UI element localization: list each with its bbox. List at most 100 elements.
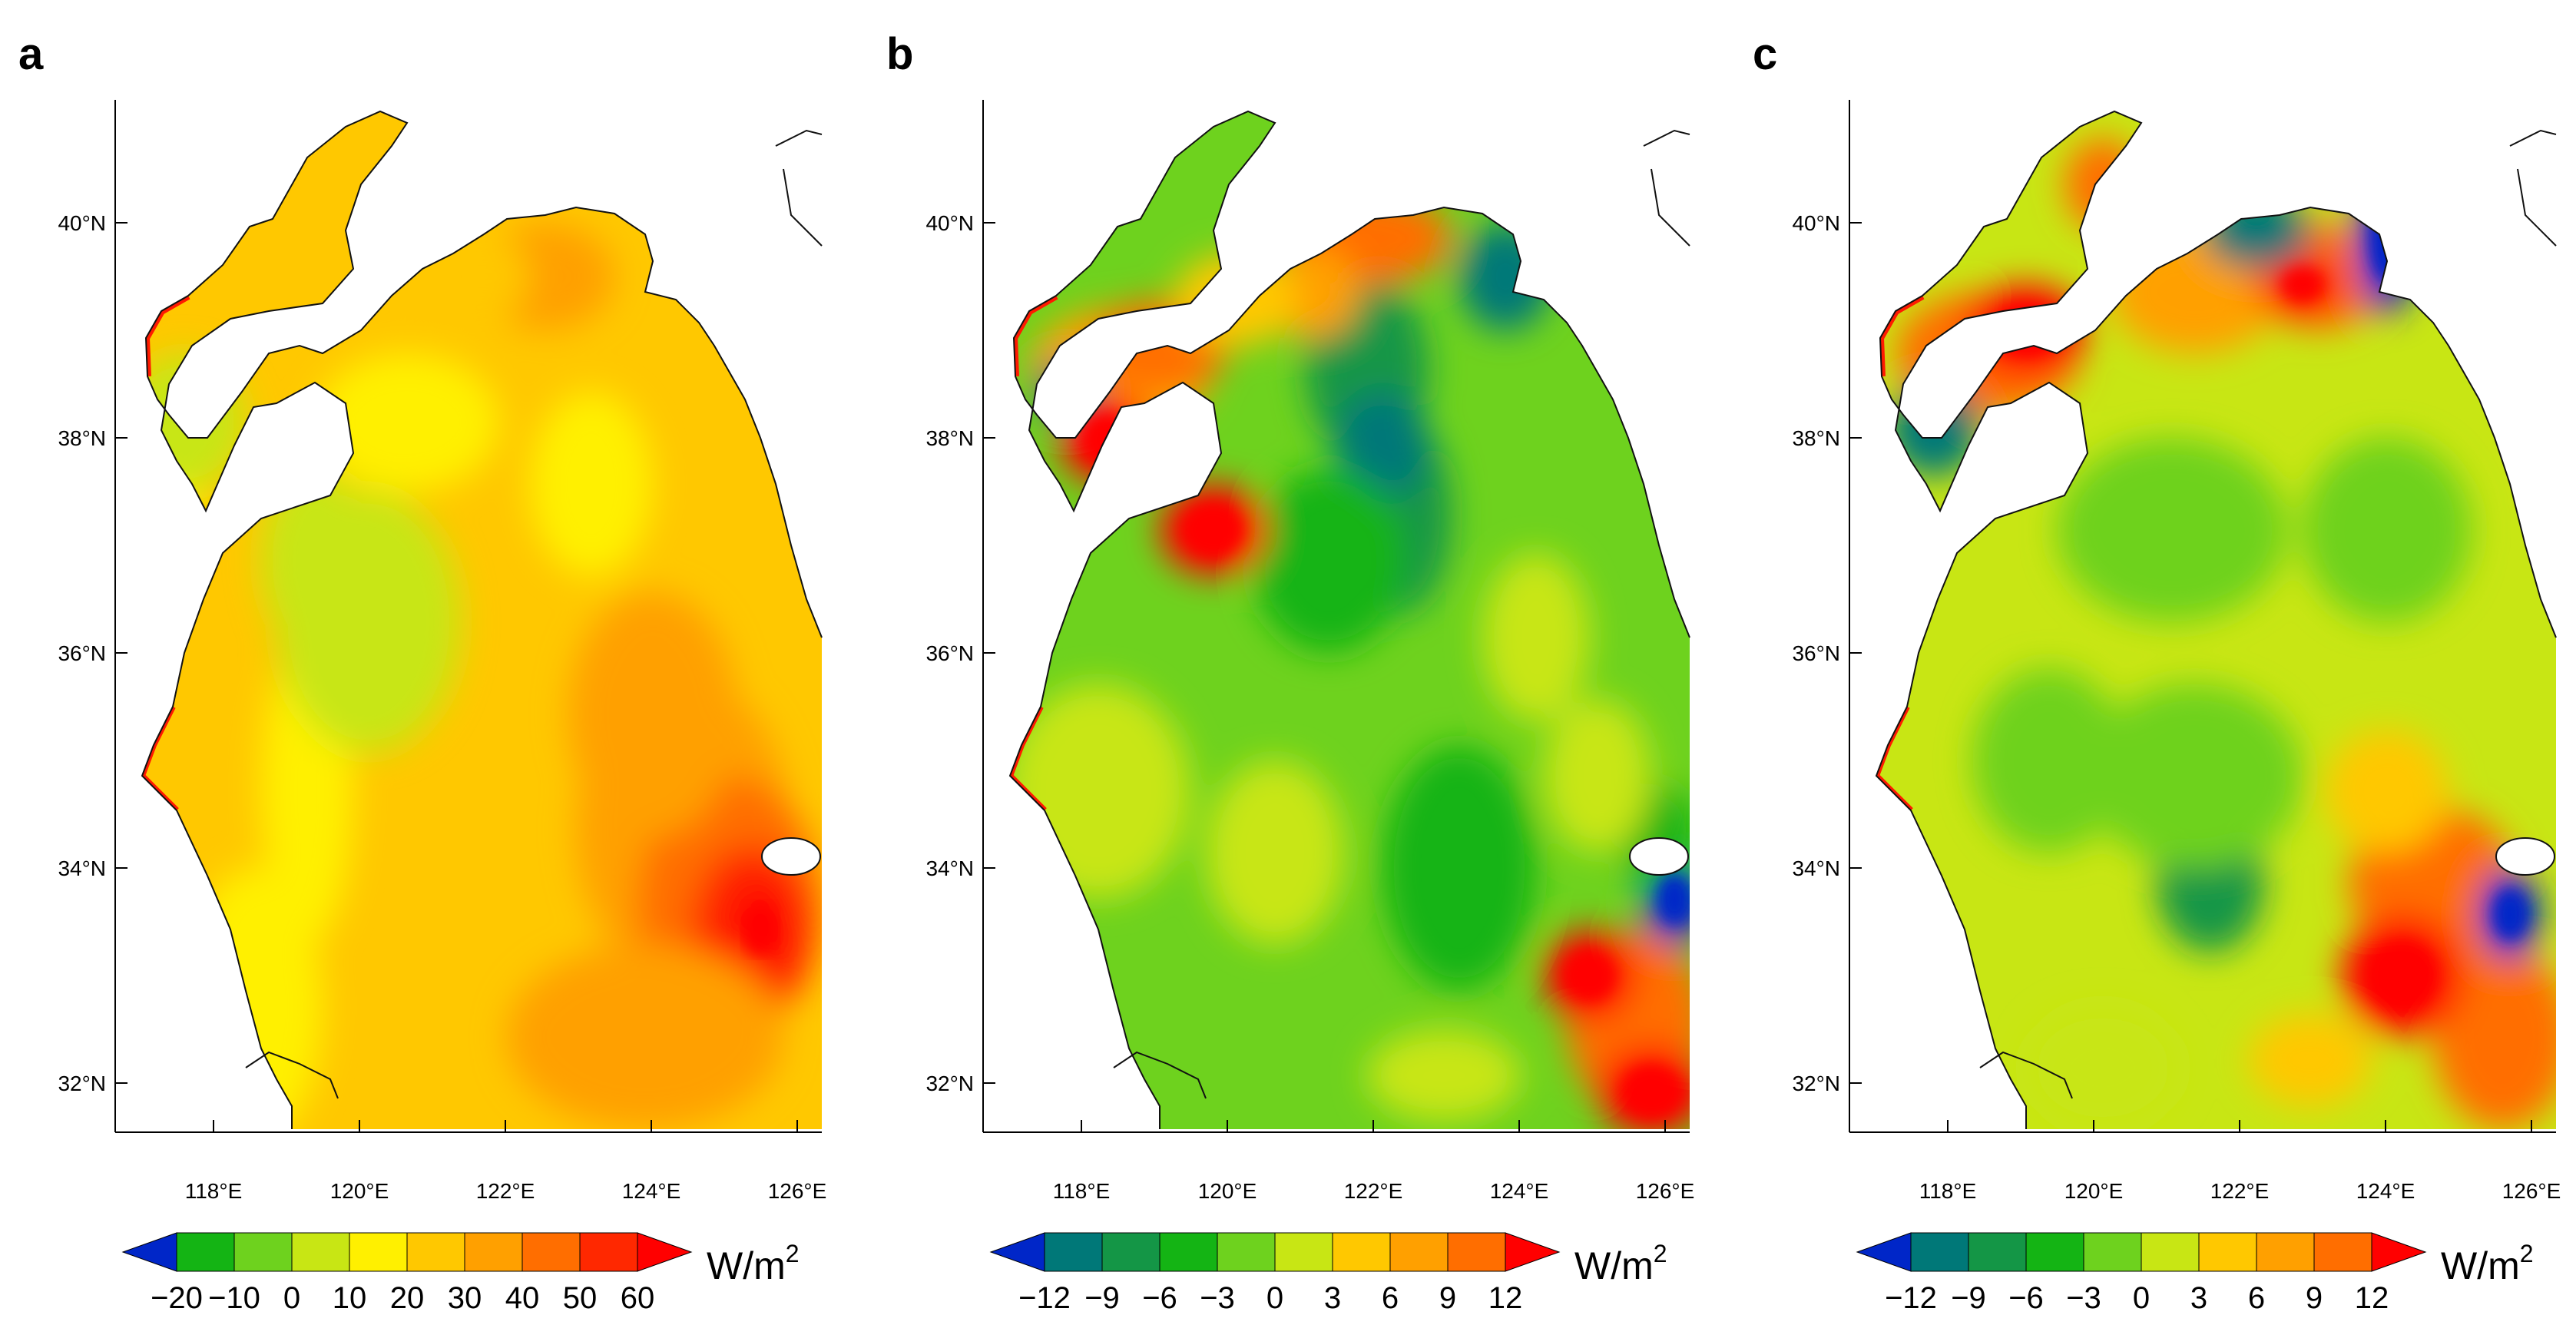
colorbar-label: 50: [563, 1281, 598, 1315]
colorbar-label: 9: [2306, 1281, 2323, 1315]
colorbar-bin: [2256, 1232, 2315, 1272]
lon-tick-label: 122°E: [476, 1179, 535, 1203]
colorbar-max-arrow: [2371, 1232, 2427, 1272]
lon-tick-label: 122°E: [2210, 1179, 2270, 1203]
colorbar-bin: [291, 1232, 350, 1272]
colorbar-label: −6: [1142, 1281, 1177, 1315]
colorbar-max-arrow: [637, 1232, 693, 1272]
colorbar-bin: [2313, 1232, 2372, 1272]
lon-tick-label: 124°E: [1490, 1179, 1549, 1203]
lon-tick-label: 122°E: [1344, 1179, 1403, 1203]
lon-tick-label: 120°E: [330, 1179, 389, 1203]
lon-tick-label: 124°E: [2356, 1179, 2415, 1203]
colorbar-bin: [1044, 1232, 1103, 1272]
colorbar-label: −10: [208, 1281, 260, 1315]
colorbar-bin: [1274, 1232, 1333, 1272]
field-map: [1875, 110, 2557, 1129]
colorbar-min-arrow: [989, 1232, 1045, 1272]
coastline: [1875, 110, 2557, 1129]
colorbar-bin: [1389, 1232, 1449, 1272]
colorbar-label: 10: [333, 1281, 367, 1315]
colorbar-bin: [176, 1232, 235, 1272]
colorbar-label: 60: [621, 1281, 655, 1315]
coastline: [141, 110, 823, 1129]
lat-tick-label: 36°N: [1792, 641, 1840, 665]
colorbar-bin: [1332, 1232, 1391, 1272]
lon-tick-label: 126°E: [768, 1179, 827, 1203]
lat-tick-label: 32°N: [925, 1072, 974, 1095]
panel-letter: c: [1753, 29, 1777, 79]
lon-tick-label: 126°E: [2502, 1179, 2561, 1203]
colorbar-label: −20: [151, 1281, 203, 1315]
colorbar-label: −12: [1885, 1281, 1937, 1315]
lon-tick-label: 118°E: [1919, 1179, 1977, 1203]
lat-tick-label: 36°N: [58, 641, 106, 665]
lon-tick-label: 120°E: [2064, 1179, 2124, 1203]
lat-tick-label: 40°N: [925, 211, 974, 235]
lat-tick-label: 34°N: [925, 856, 974, 880]
lat-tick-label: 32°N: [1792, 1072, 1840, 1095]
colorbar-bin: [2025, 1232, 2084, 1272]
field-map: [1008, 110, 1690, 1129]
unit-label: W/m2: [2441, 1240, 2534, 1287]
colorbar-bin: [464, 1232, 523, 1272]
lat-tick-label: 34°N: [58, 856, 106, 880]
colorbar-label: −6: [2008, 1281, 2044, 1315]
colorbar-label: 12: [1488, 1281, 1523, 1315]
colorbar-bin: [2141, 1232, 2200, 1272]
colorbar-label: 3: [2190, 1281, 2207, 1315]
colorbar-label: −12: [1018, 1281, 1071, 1315]
lat-tick-label: 38°N: [925, 426, 974, 450]
lon-tick-label: 124°E: [622, 1179, 681, 1203]
colorbar: −12 −9 −6 −3 0 3 6 9 12 W/m2: [989, 1232, 1667, 1315]
colorbar-label: 30: [448, 1281, 482, 1315]
lat-tick-label: 38°N: [1792, 426, 1840, 450]
colorbar-bin: [349, 1232, 408, 1272]
colorbar-bin: [2083, 1232, 2142, 1272]
lat-tick-label: 36°N: [925, 641, 974, 665]
unit-label: W/m2: [1574, 1240, 1667, 1287]
colorbar-label: −9: [1084, 1281, 1120, 1315]
colorbar-bin: [1159, 1232, 1218, 1272]
colorbar-label: −3: [1200, 1281, 1235, 1315]
lat-tick-label: 40°N: [58, 211, 106, 235]
colorbar-label: 0: [2133, 1281, 2150, 1315]
colorbar: −20 −10 0 10 20 30 40 50 60 W/m2: [121, 1232, 800, 1315]
colorbar-label: −3: [2066, 1281, 2101, 1315]
colorbar-label: 0: [1266, 1281, 1283, 1315]
colorbar-label: 6: [2248, 1281, 2265, 1315]
colorbar-bin: [406, 1232, 465, 1272]
lon-tick-label: 120°E: [1198, 1179, 1257, 1203]
lat-tick-label: 38°N: [58, 426, 106, 450]
unit-label: W/m2: [707, 1240, 800, 1287]
panel-a: a 32°N 34°N 36°N 38°N 40°N 118°E 120°E 122°E 124°…: [18, 29, 826, 1315]
colorbar-label: 3: [1324, 1281, 1341, 1315]
colorbar-label: 40: [505, 1281, 540, 1315]
lon-tick-label: 126°E: [1636, 1179, 1695, 1203]
colorbar-min-arrow: [121, 1232, 177, 1272]
coastline: [1008, 110, 1690, 1129]
colorbar-bin: [233, 1232, 293, 1272]
colorbar-label: 12: [2355, 1281, 2389, 1315]
colorbar-bin: [579, 1232, 638, 1272]
colorbar-bin: [521, 1232, 581, 1272]
panel-b: b 32°N 34°N 36°N 38°N 40°N 118°E 120°E 122°E 124°…: [886, 29, 1695, 1315]
panel-letter: b: [886, 29, 913, 79]
colorbar-max-arrow: [1505, 1232, 1561, 1272]
lat-tick-label: 34°N: [1792, 856, 1840, 880]
lon-tick-label: 118°E: [185, 1179, 243, 1203]
colorbar-bin: [1447, 1232, 1506, 1272]
colorbar-bin: [1101, 1232, 1161, 1272]
lat-tick-label: 40°N: [1792, 211, 1840, 235]
colorbar-label: 9: [1439, 1281, 1456, 1315]
field-map: [141, 110, 823, 1129]
colorbar: −12 −9 −6 −3 0 3 6 9 12 W/m2: [1856, 1232, 2534, 1315]
panel-c: c 32°N 34°N 36°N 38°N 40°N 118°E 120°E 122°E 124°…: [1753, 29, 2561, 1315]
colorbar-bin: [1968, 1232, 2027, 1272]
colorbar-bin: [1217, 1232, 1276, 1272]
colorbar-label: 6: [1382, 1281, 1399, 1315]
colorbar-min-arrow: [1856, 1232, 1912, 1272]
panel-letter: a: [18, 29, 44, 79]
lat-tick-label: 32°N: [58, 1072, 106, 1095]
